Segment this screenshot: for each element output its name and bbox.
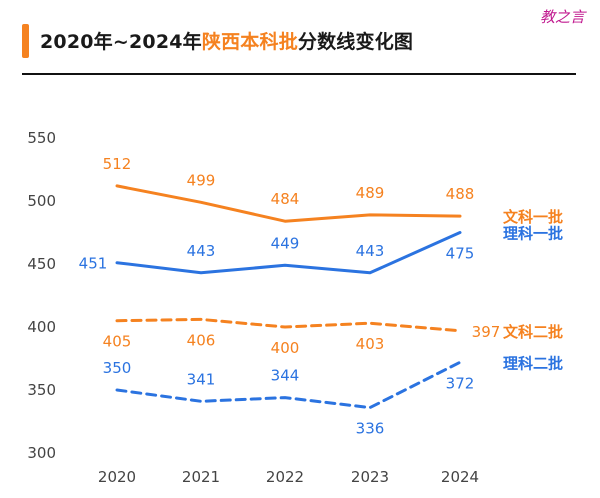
data-label: 344 [271,367,300,385]
y-tick-label: 300 [27,444,56,462]
data-label: 397 [472,323,501,341]
series-line [115,360,462,410]
data-label: 443 [187,242,216,260]
x-tick-label: 2024 [441,468,479,486]
data-label: 341 [187,370,216,388]
data-label: 405 [103,333,132,351]
data-label: 499 [187,171,216,189]
y-tick-label: 450 [27,255,56,273]
chart-title: 2020年~2024年陕西本科批分数线变化图 [40,27,413,54]
data-label: 406 [187,331,216,349]
series-name-label: 理科一批 [503,225,563,243]
y-tick-label: 400 [27,318,56,336]
watermark: 教之言 [540,8,586,26]
series-line [115,317,462,333]
data-label: 475 [446,245,475,263]
series-name-label: 文科二批 [503,323,563,341]
data-label: 403 [356,335,385,353]
title-divider [22,73,576,75]
series-line [115,184,462,223]
data-label: 484 [271,190,300,208]
x-tick-label: 2022 [266,468,304,486]
x-tick-label: 2021 [182,468,220,486]
title-accent-bar [22,24,29,58]
data-label: 443 [356,242,385,260]
data-label: 350 [103,359,132,377]
x-tick-label: 2023 [351,468,389,486]
data-label: 449 [271,234,300,252]
data-label: 512 [103,155,132,173]
title-prefix: 2020年~2024年 [40,31,202,53]
data-label: 451 [79,255,108,273]
y-tick-label: 550 [27,129,56,147]
title-highlight: 陕西本科批 [201,31,298,53]
data-label: 336 [356,420,385,438]
data-label: 400 [271,339,300,357]
series-line [115,231,462,275]
series-name-label: 文科一批 [503,208,563,226]
data-label: 488 [446,185,475,203]
series-name-label: 理科二批 [503,354,563,372]
title-suffix: 分数线变化图 [297,31,414,53]
data-label: 489 [356,184,385,202]
y-tick-label: 500 [27,192,56,210]
data-label: 372 [446,374,475,392]
x-tick-label: 2020 [98,468,136,486]
y-tick-label: 350 [27,381,56,399]
